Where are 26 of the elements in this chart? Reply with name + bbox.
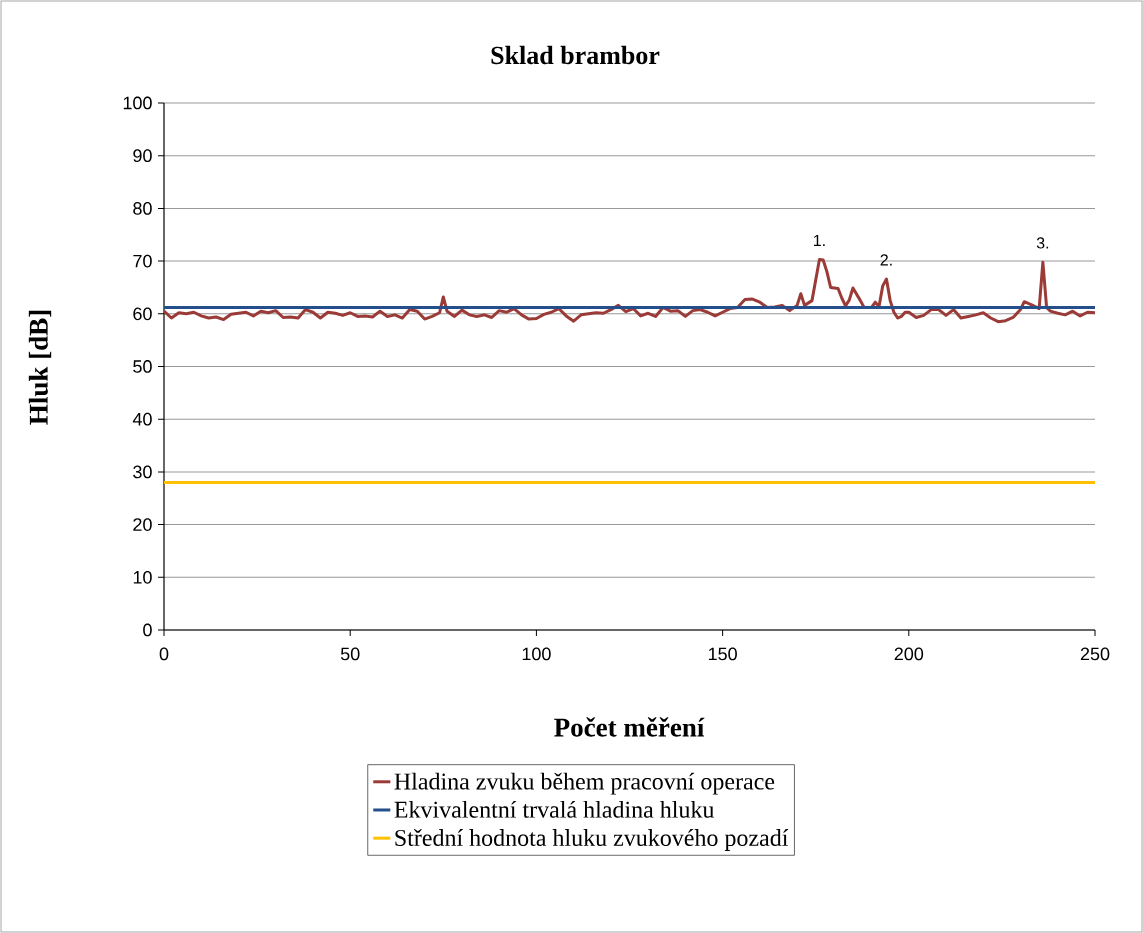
x-tick-label: 50 <box>340 647 360 661</box>
y-tick-label: 10 <box>133 570 152 584</box>
y-tick-label: 0 <box>143 623 152 637</box>
y-tick-label: 50 <box>133 360 152 373</box>
chart-title: Sklad brambor <box>491 45 660 65</box>
y-tick-label: 80 <box>133 202 152 215</box>
y-tick-label: 100 <box>123 96 152 110</box>
y-axis-title: Hluk [dB] <box>28 310 52 425</box>
y-tick-label: 20 <box>133 518 152 531</box>
y-tick-label: 60 <box>133 307 152 321</box>
x-tick-label: 100 <box>522 647 551 661</box>
annotation: 3. <box>1036 237 1049 249</box>
y-tick-label: 90 <box>133 149 152 163</box>
y-tick-label: 70 <box>133 254 152 268</box>
y-tick-label: 40 <box>132 412 152 426</box>
x-tick-label: 250 <box>1080 647 1110 661</box>
annotation: 2. <box>880 254 892 266</box>
legend-label: Hladina zvuku během pracovní operace <box>394 772 775 795</box>
legend-label: Střední hodnota hluku zvukového pozadí <box>395 829 789 851</box>
x-tick-label: 0 <box>159 647 169 661</box>
legend-label: Ekvivalentní trvalá hladina hluku <box>394 800 715 818</box>
y-tick-label: 30 <box>133 465 152 479</box>
x-tick-label: 200 <box>894 647 924 661</box>
x-axis-title: Počet měření <box>554 717 705 737</box>
x-tick-label: 150 <box>708 647 737 661</box>
annotation: 1. <box>813 234 825 246</box>
